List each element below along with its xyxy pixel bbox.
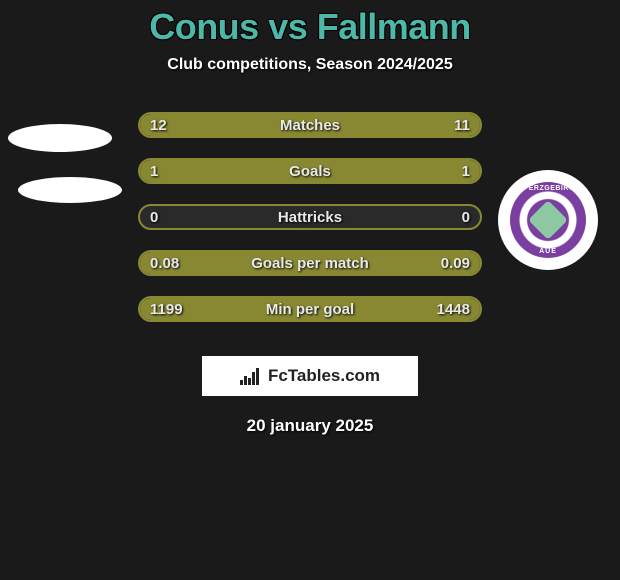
stat-value-left: 0	[150, 206, 158, 228]
stat-bar: 11Goals	[138, 158, 482, 184]
stat-row: 0 0Hattricks	[0, 204, 620, 250]
stat-value-left: 1	[150, 160, 158, 182]
stat-value-right: 11	[454, 114, 470, 136]
stat-value-left: 12	[150, 114, 167, 136]
stat-bar: 11991448Min per goal	[138, 296, 482, 322]
watermark-text: FcTables.com	[268, 366, 380, 386]
stat-row: 11991448Min per goal	[0, 296, 620, 342]
stat-bar: 1211Matches	[138, 112, 482, 138]
stat-value-right: 0.09	[441, 252, 470, 274]
stat-bar: 0 0Hattricks	[138, 204, 482, 230]
comparison-infographic: Conus vs Fallmann Club competitions, Sea…	[0, 0, 620, 580]
snapshot-date: 20 january 2025	[0, 416, 620, 436]
stat-value-right: 0	[462, 206, 470, 228]
stat-row: 1211Matches	[0, 112, 620, 158]
stat-label: Hattricks	[140, 206, 480, 228]
bar-chart-icon	[240, 367, 262, 385]
stat-bar-left-fill	[140, 160, 310, 182]
stat-bar: 0.080.09Goals per match	[138, 250, 482, 276]
stat-value-left: 1199	[150, 298, 183, 320]
stat-row: 0.080.09Goals per match	[0, 250, 620, 296]
page-subtitle: Club competitions, Season 2024/2025	[0, 56, 620, 74]
page-title: Conus vs Fallmann	[0, 6, 620, 48]
stat-bar-right-fill	[310, 160, 480, 182]
stat-value-right: 1	[462, 160, 470, 182]
stat-value-right: 1448	[437, 298, 470, 320]
stat-row: 11Goals	[0, 158, 620, 204]
stat-rows-container: 1211Matches11Goals00Hattricks0.080.09Goa…	[0, 112, 620, 342]
stat-value-left: 0.08	[150, 252, 179, 274]
watermark: FcTables.com	[202, 356, 418, 396]
